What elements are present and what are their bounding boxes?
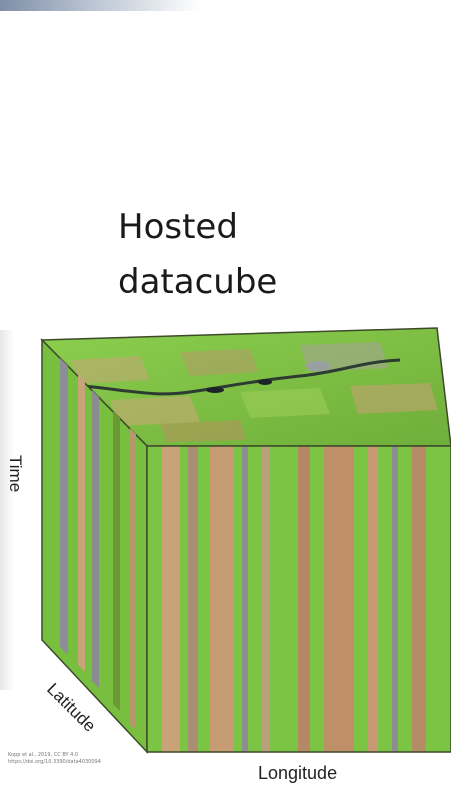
longitude-axis-label: Longitude	[258, 763, 337, 783]
title-line-1: Hosted	[118, 207, 238, 247]
title-line-2: datacube	[118, 262, 278, 302]
header-accent-bar	[0, 0, 200, 11]
cube-front-face	[146, 445, 451, 753]
cube-top-face	[40, 327, 451, 447]
left-edge-shadow	[0, 330, 14, 690]
time-axis-label: Time	[6, 455, 25, 492]
credit-line-1: Kopp et al., 2019, CC BY 4.0	[8, 752, 79, 758]
image-credit: Kopp et al., 2019, CC BY 4.0 https://doi…	[8, 752, 101, 766]
credit-line-2: https://doi.org/10.3390/data4030094	[8, 759, 101, 765]
